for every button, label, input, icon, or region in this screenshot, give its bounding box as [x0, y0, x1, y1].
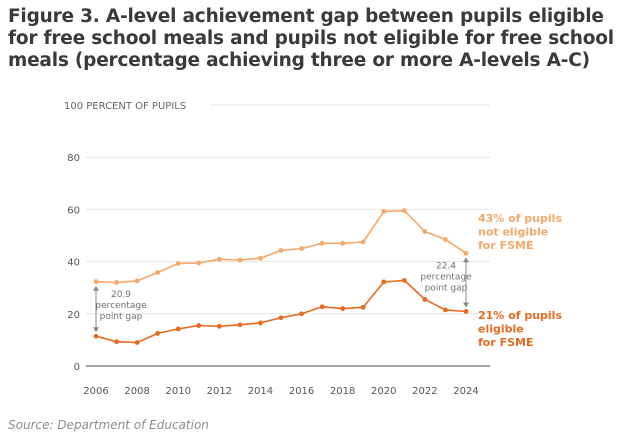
data-point: [196, 260, 202, 266]
x-tick-label: 2020: [371, 386, 396, 397]
figure-title: Figure 3. A-level achievement gap betwee…: [8, 6, 614, 71]
y-axis-ticks: 0 20 40 60 80: [67, 153, 80, 373]
data-point: [422, 297, 428, 302]
series-label-line: 43% of pupils: [478, 212, 562, 225]
y-tick-label: 20: [67, 310, 80, 321]
x-tick-label: 2014: [248, 386, 273, 397]
data-point: [443, 307, 448, 313]
data-point: [278, 315, 284, 321]
data-point: [114, 280, 119, 285]
series-label-line: eligible: [478, 323, 524, 336]
x-tick-label: 2022: [412, 386, 437, 397]
x-tick-label: 2016: [289, 386, 314, 397]
gridlines: [86, 104, 490, 315]
y-tick-label: 60: [67, 205, 80, 216]
gap-annotation-line: percentage: [95, 301, 147, 311]
data-point: [155, 270, 161, 275]
x-tick-label: 2024: [453, 386, 478, 397]
gap-annotation: 22.4 percentage point gap: [420, 257, 472, 308]
data-point: [401, 277, 407, 283]
y-tick-label: 0: [74, 362, 80, 373]
data-point: [155, 330, 161, 336]
series-lines: [93, 208, 469, 345]
data-point: [216, 256, 222, 262]
gap-arrow-head-down: [93, 327, 99, 333]
data-point: [319, 240, 325, 246]
x-axis-ticks: 2006 2008 2010 2012 2014 2016 2018 2020 2022 2024: [83, 386, 478, 397]
data-point: [278, 247, 284, 253]
gap-arrow-head-down: [463, 302, 469, 308]
series-line: [95, 279, 467, 344]
data-point: [401, 208, 407, 214]
series-label-not_eligible: 43% of pupils not eligible for FSME: [478, 212, 562, 252]
data-point: [463, 309, 469, 314]
series-label-line: 21% of pupils: [478, 309, 562, 322]
data-point: [340, 306, 346, 311]
data-point: [175, 326, 181, 332]
gap-annotation: 20.9 percentage point gap: [93, 285, 147, 333]
gap-arrow-head-up: [463, 257, 469, 263]
data-point: [381, 279, 387, 285]
data-point: [422, 229, 428, 234]
series-label-line: not eligible: [478, 226, 548, 239]
gap-annotation-line: percentage: [420, 272, 472, 282]
data-point: [299, 311, 304, 317]
gap-arrow-head-up: [93, 285, 99, 291]
data-point: [134, 340, 140, 345]
gap-annotation-line: point gap: [100, 312, 143, 322]
data-point: [196, 323, 202, 328]
series-not_eligible: [93, 208, 469, 285]
data-point: [258, 255, 263, 261]
data-point: [237, 322, 243, 328]
data-point: [114, 339, 119, 345]
series-line: [95, 209, 467, 284]
series-label-line: for FSME: [478, 239, 534, 252]
data-point: [237, 257, 243, 263]
data-point: [360, 304, 366, 310]
x-tick-label: 2012: [207, 386, 232, 397]
series-label-eligible: 21% of pupils eligible for FSME: [478, 309, 562, 349]
x-tick-label: 2008: [124, 386, 149, 397]
y-axis-label: 100 PERCENT OF PUPILS: [64, 101, 186, 112]
source-note: Source: Department of Education: [8, 418, 209, 432]
y-tick-label: 80: [67, 153, 80, 164]
series-label-line: for FSME: [478, 336, 534, 349]
data-point: [340, 240, 346, 246]
y-tick-label: 40: [67, 258, 80, 269]
gap-annotation-line: 20.9: [111, 290, 131, 300]
gap-annotation-text: 22.4 percentage point gap: [420, 261, 472, 293]
gap-annotation-line: 22.4: [436, 261, 456, 271]
data-point: [299, 246, 304, 251]
line-chart: 100 PERCENT OF PUPILS 0 20 40 60 80 2006 2008…: [64, 101, 562, 397]
data-point: [93, 279, 99, 285]
x-tick-label: 2010: [165, 386, 190, 397]
gap-annotation-line: point gap: [425, 283, 468, 293]
data-point: [463, 250, 469, 256]
data-point: [175, 261, 181, 266]
data-point: [381, 209, 387, 214]
x-tick-label: 2006: [83, 386, 108, 397]
series-eligible: [93, 277, 469, 345]
data-point: [134, 278, 140, 284]
data-point: [319, 304, 325, 310]
data-point: [93, 333, 99, 339]
data-point: [258, 320, 263, 326]
gap-annotation-text: 20.9 percentage point gap: [95, 290, 147, 322]
data-point: [360, 239, 366, 245]
data-point: [443, 237, 448, 242]
x-tick-label: 2018: [330, 386, 355, 397]
data-point: [216, 323, 222, 329]
